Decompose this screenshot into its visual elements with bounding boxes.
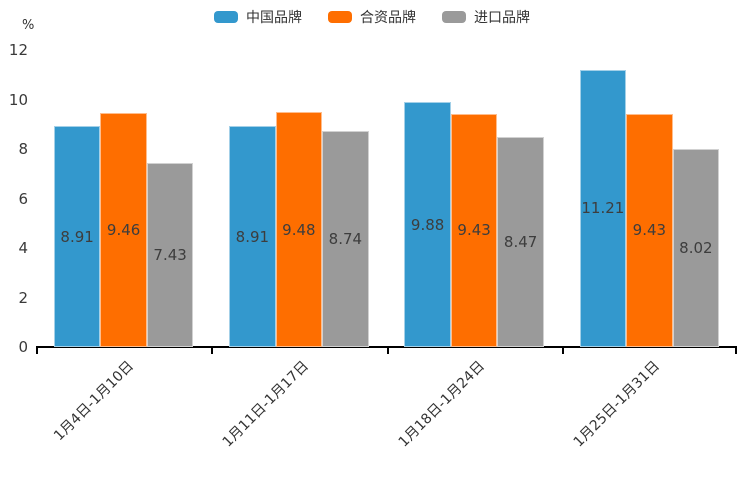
legend-swatch-icon xyxy=(442,11,466,23)
bar-value-label: 9.88 xyxy=(410,215,445,234)
bar-value-label: 7.43 xyxy=(153,246,187,265)
bar-value-label: 9.46 xyxy=(106,220,141,239)
bar-合资品牌-1月18日-1月24日[interactable]: 9.43 xyxy=(450,113,498,347)
legend-swatch-icon xyxy=(214,11,238,23)
x-axis-tick-mark xyxy=(386,348,389,354)
y-axis-tick-label: 2 xyxy=(18,288,28,307)
bar-中国品牌-1月11日-1月17日[interactable]: 8.91 xyxy=(229,126,276,347)
bar-value-label: 8.47 xyxy=(503,233,538,252)
bar-value-label: 8.74 xyxy=(328,229,363,248)
x-axis-category-label: 1月25日-1月31日 xyxy=(570,358,663,451)
bar-value-label: 8.91 xyxy=(235,227,270,246)
bar-进口品牌-1月11日-1月17日[interactable]: 8.74 xyxy=(322,130,369,347)
y-axis-tick-label: 12 xyxy=(8,41,28,59)
bar-进口品牌-1月18日-1月24日[interactable]: 8.47 xyxy=(497,137,544,347)
bar-进口品牌-1月25日-1月31日[interactable]: 8.02 xyxy=(672,148,720,347)
y-axis-tick-label: 8 xyxy=(18,140,28,158)
x-axis-line xyxy=(36,346,737,348)
x-axis-tick-mark xyxy=(36,348,38,354)
bar-value-label: 9.48 xyxy=(282,220,316,239)
x-axis-category-label: 1月4日-1月10日 xyxy=(51,358,138,445)
bar-中国品牌-1月18日-1月24日[interactable]: 9.88 xyxy=(404,102,451,347)
legend-item-1[interactable]: 中国品牌 xyxy=(214,7,302,27)
legend-item-label: 中国品牌 xyxy=(246,10,302,26)
y-axis-tick-label: 10 xyxy=(8,90,28,109)
bar-value-label: 9.43 xyxy=(632,221,667,240)
bar-合资品牌-1月11日-1月17日[interactable]: 9.48 xyxy=(275,112,323,347)
legend-item-label: 合资品牌 xyxy=(360,10,416,26)
bar-合资品牌-1月4日-1月10日[interactable]: 9.46 xyxy=(100,112,147,347)
y-axis-tick-label: 4 xyxy=(18,239,28,257)
x-axis-tick-mark xyxy=(735,348,737,354)
x-axis-tick-mark xyxy=(211,348,214,354)
bar-中国品牌-1月25日-1月31日[interactable]: 11.21 xyxy=(579,69,627,347)
legend-item-3[interactable]: 进口品牌 xyxy=(442,7,530,27)
x-axis-category-label: 1月18日-1月24日 xyxy=(395,358,488,451)
legend-item-2[interactable]: 合资品牌 xyxy=(328,7,416,27)
legend-swatch-icon xyxy=(328,11,352,23)
bar-中国品牌-1月4日-1月10日[interactable]: 8.91 xyxy=(53,126,101,347)
y-axis-tick-label: 6 xyxy=(18,189,28,208)
y-axis-unit-label: % xyxy=(22,18,35,33)
legend-item-label: 进口品牌 xyxy=(474,10,530,26)
bar-进口品牌-1月4日-1月10日[interactable]: 7.43 xyxy=(146,163,194,347)
bar-value-label: 11.21 xyxy=(581,199,625,218)
bar-value-label: 8.02 xyxy=(679,238,713,257)
chart-legend: 中国品牌 合资品牌 进口品牌 xyxy=(0,7,744,27)
x-axis-category-label: 1月11日-1月17日 xyxy=(220,358,313,451)
x-axis-tick-mark xyxy=(561,348,564,354)
bar-合资品牌-1月25日-1月31日[interactable]: 9.43 xyxy=(626,113,673,347)
bar-value-label: 8.91 xyxy=(60,227,94,246)
y-axis-tick-label: 0 xyxy=(18,338,28,356)
bar-value-label: 9.43 xyxy=(457,221,491,240)
